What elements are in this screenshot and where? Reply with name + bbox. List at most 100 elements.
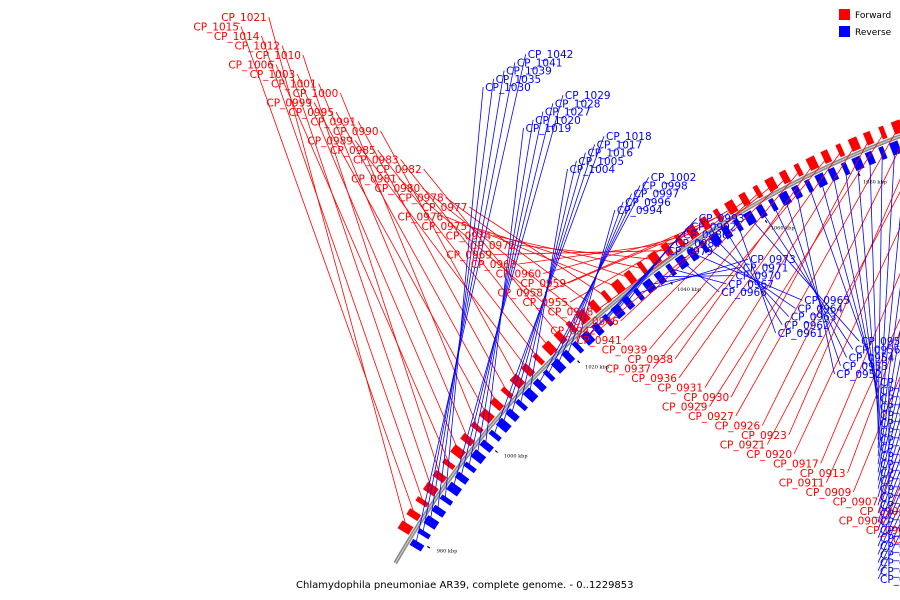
legend-swatch-forward: [839, 9, 850, 20]
gene-arrow: [550, 358, 567, 374]
map-caption: Chlamydophila pneumoniae AR39, complete …: [296, 580, 634, 591]
leader-line-forward: [469, 206, 608, 298]
gene-label-reverse: CP_1035: [496, 74, 542, 86]
gene-label-forward: CP_0927: [688, 411, 734, 423]
gene-arrow: [600, 289, 613, 304]
gene-label-forward: CP_0999: [266, 98, 312, 110]
leader-line-forward: [423, 168, 562, 339]
gene-label-reverse: CP_0967: [728, 279, 774, 291]
gene-arrow: [423, 515, 440, 530]
tick-mark: [577, 360, 581, 364]
gene-label-forward: CP_0936: [631, 373, 677, 385]
gene-arrow: [674, 254, 690, 270]
gene-label-reverse: CP_0961: [778, 328, 824, 340]
gene-label-reverse: CP_0925: [880, 484, 900, 496]
leader-line-forward: [678, 151, 842, 379]
legend-swatch-reverse: [839, 26, 850, 37]
leader-line-forward: [400, 159, 551, 350]
gene-label-forward: CP_0968: [471, 259, 517, 271]
gene-arrow: [415, 496, 430, 508]
gene-label-forward: CP_0981: [351, 174, 397, 186]
gene-arrow: [470, 449, 487, 465]
leader-line-reverse: [796, 190, 835, 375]
leader-line-reverse: [877, 329, 900, 465]
gene-arrow: [752, 184, 764, 199]
genome-backbone: [393, 134, 900, 565]
leader-line-forward: [296, 73, 460, 453]
gene-label-reverse: CP_1027: [545, 107, 591, 119]
gene-label-forward: CP_0980: [375, 183, 421, 195]
leader-line-reverse: [648, 267, 741, 286]
leader-line-forward: [518, 241, 681, 265]
leader-line-reverse: [877, 400, 900, 489]
gene-label-forward: CP_0941: [576, 335, 622, 347]
leader-line-reverse: [877, 151, 883, 432]
gene-label-reverse: CP_0963: [791, 312, 837, 324]
tick-mark: [764, 219, 768, 224]
leader-line-forward: [544, 216, 720, 293]
gene-labels: CP_0901CP_0902CP_0903CP_0904CP_0906CP_09…: [193, 12, 900, 586]
tick-mark: [494, 450, 498, 453]
leader-line-forward: [318, 83, 470, 441]
gene-label-forward: CP_0948: [548, 307, 594, 319]
gene-arrow: [793, 163, 804, 177]
gene-label-reverse: CP_0994: [617, 205, 663, 217]
gene-label-forward: CP_0942: [550, 326, 596, 338]
leader-line-reverse: [576, 209, 616, 347]
tick-label: 1000 kbp: [504, 453, 528, 459]
gene-label-forward: CP_0983: [353, 155, 399, 167]
backbone-highlight: [394, 135, 900, 564]
gene-arrow: [439, 494, 454, 506]
gene-label-reverse: CP_0943: [880, 426, 900, 438]
gene-label-reverse: CP_0928: [880, 476, 900, 488]
gene-label-forward: CP_0931: [657, 383, 703, 395]
leader-line-reverse: [429, 70, 505, 522]
gene-label-reverse: CP_0915: [880, 533, 900, 545]
gene-label-forward: CP_0946: [573, 316, 619, 328]
tick-label: 1040 kbp: [677, 287, 701, 293]
leader-line-forward: [761, 147, 900, 426]
gene-arrow: [647, 250, 663, 267]
gene-arrow: [684, 223, 700, 240]
gene-arrow: [636, 260, 649, 275]
gene-label-reverse: CP_0979: [668, 246, 714, 258]
leader-line-reverse: [725, 230, 783, 326]
gene-arrow: [724, 199, 739, 216]
leader-line-reverse: [877, 381, 900, 481]
leader-line-forward: [268, 16, 408, 529]
legend-label-reverse: Reverse: [855, 28, 892, 38]
gene-label-reverse: CP_0986: [683, 230, 729, 242]
leader-line-reverse: [502, 144, 596, 425]
leader-line-forward: [281, 45, 433, 491]
gene-label-reverse: CP_0965: [804, 295, 850, 307]
leader-line-forward: [493, 235, 644, 270]
gene-arrow: [601, 313, 615, 327]
leader-line-forward: [421, 187, 585, 319]
leader-line-forward: [275, 64, 451, 466]
gene-label-forward: CP_0977: [422, 202, 468, 214]
gene-arrow: [500, 386, 514, 399]
gene-label-reverse: CP_0956: [855, 344, 900, 356]
leader-line-forward: [313, 102, 489, 418]
leader-line-forward: [674, 164, 814, 360]
gene-label-reverse: CP_0922: [880, 500, 900, 512]
gene-label-reverse: CP_0971: [743, 262, 789, 274]
leader-line-reverse: [703, 245, 796, 309]
leader-line-reverse: [485, 127, 524, 446]
gene-label-forward: CP_0972: [470, 240, 516, 252]
tick-label: 1060 kbp: [771, 226, 795, 232]
leader-line-forward: [793, 227, 900, 455]
leader-line-reverse: [586, 217, 698, 338]
leader-line-reverse: [422, 62, 516, 534]
gene-label-reverse: CP_1005: [578, 156, 624, 168]
gene-arrow: [862, 130, 875, 146]
leader-line-forward: [595, 200, 746, 312]
gene-label-forward: CP_0990: [333, 126, 379, 138]
tick-label: 1080 kbp: [863, 179, 887, 185]
leader-line-forward: [623, 178, 786, 341]
leader-line-forward: [302, 54, 442, 478]
gene-label-reverse: CP_0912: [880, 549, 900, 561]
leader-line-forward: [357, 121, 509, 394]
gene-label-reverse: CP_1017: [597, 139, 643, 151]
gene-label-forward: CP_0974: [446, 231, 492, 243]
